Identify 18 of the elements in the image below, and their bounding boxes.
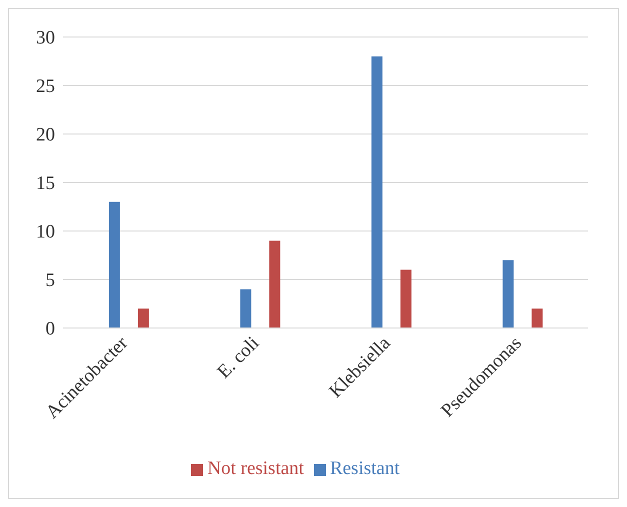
y-tick-label: 20 <box>36 124 55 146</box>
bar <box>502 260 514 328</box>
y-tick-label: 0 <box>46 318 55 340</box>
legend-label: Not resistant <box>207 458 304 479</box>
y-tick-label: 10 <box>36 222 55 243</box>
x-tick-label: E. coli <box>213 332 264 383</box>
bar <box>532 308 543 328</box>
y-tick-label: 30 <box>36 28 55 49</box>
bar <box>138 308 149 328</box>
legend-label: Resistant <box>330 458 400 479</box>
y-tick-label: 15 <box>36 173 55 194</box>
y-tick-label: 5 <box>46 270 55 292</box>
bar <box>269 240 280 328</box>
bar <box>240 289 252 328</box>
bar <box>108 202 120 328</box>
y-tick-label: 25 <box>36 76 55 98</box>
bar <box>371 56 382 328</box>
bar <box>400 270 412 328</box>
